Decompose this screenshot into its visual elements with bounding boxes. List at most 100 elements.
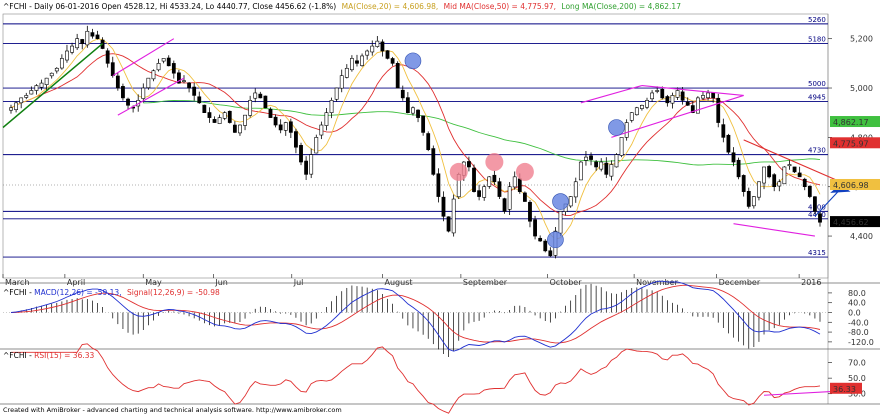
candle-body xyxy=(156,63,161,71)
channel-line xyxy=(117,77,185,116)
candle-body xyxy=(721,124,726,138)
value-badge xyxy=(830,137,880,149)
candle-body xyxy=(349,58,354,71)
rsi-prefix: ^FCHI - xyxy=(3,351,34,360)
ma20-line xyxy=(10,38,821,240)
candle-body xyxy=(482,186,487,198)
level-label: 5180 xyxy=(808,36,826,44)
candle-body xyxy=(772,174,777,188)
candle-body xyxy=(609,164,614,177)
macd-prefix: ^FCHI - xyxy=(3,288,34,297)
candle-body xyxy=(70,45,74,53)
candle-body xyxy=(436,173,441,197)
candle-body xyxy=(726,134,731,153)
candle-body xyxy=(680,91,685,101)
candle-body xyxy=(629,112,634,121)
x-tick-label: August xyxy=(385,278,413,287)
candle-body xyxy=(202,104,207,113)
candle-body xyxy=(309,154,314,175)
candle-body xyxy=(192,86,197,96)
ma50-text: Mid MA(Close,50) = 4,775.97, xyxy=(444,2,556,11)
candle-body xyxy=(59,58,64,69)
macd-y-tick-label: 40.0 xyxy=(848,299,866,308)
symbol-text: ^FCHI - Daily 06-01-2016 Open 4528.12, H… xyxy=(3,2,336,11)
candle-body xyxy=(802,178,807,188)
candle-body xyxy=(34,85,39,91)
macd-y-tick-label: -120.0 xyxy=(848,338,874,347)
highlight-marker xyxy=(608,119,625,136)
candle-body xyxy=(95,34,100,39)
candle-body xyxy=(278,124,283,131)
value-badge-label: 4,862.17 xyxy=(833,118,869,127)
resistance-line xyxy=(743,139,841,183)
x-tick-label: Jul xyxy=(293,278,304,287)
rsi-y-tick-label: 70.0 xyxy=(848,359,866,368)
macd-header: ^FCHI - MACD(12,26) = -59.13, Signal(12,… xyxy=(3,288,220,297)
candle-body xyxy=(65,50,69,61)
ma200-text: Long MA(Close,200) = 4,862.17 xyxy=(561,2,681,11)
value-badge xyxy=(830,178,880,190)
candle-body xyxy=(690,105,695,113)
candle-body xyxy=(126,98,130,106)
candle-body xyxy=(624,122,629,138)
candle-body xyxy=(314,137,319,154)
candle-body xyxy=(507,186,512,210)
candle-body xyxy=(329,100,334,113)
rsi-divergence-line xyxy=(764,390,836,396)
candle-body xyxy=(80,39,85,44)
candle-body xyxy=(182,80,186,82)
candle-body xyxy=(334,87,339,100)
candle-body xyxy=(416,109,420,118)
level-label: 4315 xyxy=(808,249,826,257)
candle-body xyxy=(380,41,385,52)
candle-body xyxy=(584,156,588,161)
ma20-text: MA(Close,20) = 4,606.98, xyxy=(342,2,439,11)
candle-body xyxy=(263,95,268,109)
candle-body xyxy=(385,50,390,59)
candle-body xyxy=(807,185,812,197)
candle-body xyxy=(355,60,359,64)
candle-body xyxy=(522,192,527,202)
candle-body xyxy=(44,77,49,85)
rsi-line xyxy=(11,343,821,414)
channel-line xyxy=(580,85,643,104)
candle-body xyxy=(105,50,110,64)
candle-body xyxy=(472,167,476,192)
candle-body xyxy=(695,97,700,114)
candle-body xyxy=(543,240,548,252)
macd-y-tick-label: -80.0 xyxy=(848,328,869,337)
rsi-y-tick-label: 30.0 xyxy=(848,390,866,399)
candle-body xyxy=(49,72,54,77)
candle-body xyxy=(685,101,690,106)
value-badge-label: 4,775.97 xyxy=(833,139,869,148)
candle-body xyxy=(212,119,217,123)
candle-body xyxy=(487,176,492,187)
rsi-header: ^FCHI - RSI(15) = 36.33 xyxy=(3,351,95,360)
footer-text: Created with AmiBroker - advanced charti… xyxy=(3,406,342,414)
candle-body xyxy=(716,97,721,123)
candle-body xyxy=(288,121,293,133)
highlight-marker xyxy=(485,153,504,172)
candle-body xyxy=(451,198,456,234)
candle-body xyxy=(645,100,649,108)
x-tick-label: October xyxy=(550,278,583,287)
candle-body xyxy=(217,117,222,124)
candle-body xyxy=(619,137,624,156)
candle-body xyxy=(477,190,482,197)
candle-body xyxy=(782,166,787,185)
candle-body xyxy=(650,92,654,100)
y-tick-label: 5,200 xyxy=(850,35,873,44)
macd-line xyxy=(10,280,821,352)
candle-body xyxy=(232,124,237,133)
candle-body xyxy=(405,97,410,113)
candle-body xyxy=(426,133,431,151)
candle-body xyxy=(243,114,247,126)
candle-body xyxy=(9,107,13,111)
candle-body xyxy=(14,102,18,110)
y-tick-label: 5,000 xyxy=(850,84,873,93)
candle-body xyxy=(533,219,537,237)
rsi-panel: 70.0 50.0 30.036.33 xyxy=(0,343,880,414)
candle-body xyxy=(151,70,156,80)
rsi-label: RSI(15) = 36.33 xyxy=(34,351,94,360)
level-label: 4945 xyxy=(808,94,826,102)
